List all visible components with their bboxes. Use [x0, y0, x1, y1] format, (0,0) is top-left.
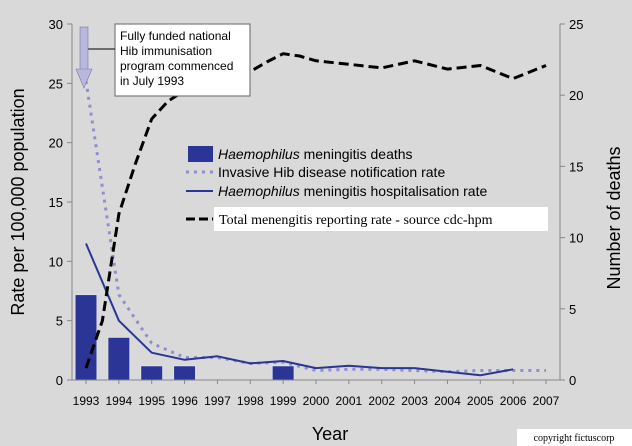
annotation: Fully funded national Hib immunisation p… [86, 23, 251, 97]
right-tick-label: 10 [569, 231, 583, 246]
right-tick-label: 20 [569, 88, 583, 103]
legend-label-deaths: Haemophilus meningitis deaths [218, 146, 413, 162]
legend-label-notification: Invasive Hib disease notification rate [218, 164, 445, 180]
bar-deaths [107, 336, 131, 381]
annotation-line-3: program commenced [120, 59, 233, 73]
annotation-arrow [75, 26, 93, 89]
copyright-box [517, 429, 632, 446]
annotation-box [114, 23, 251, 97]
series-line-total [84, 52, 547, 369]
x-tick-label: 2000 [303, 394, 330, 408]
x-tick-label: 1994 [106, 394, 133, 408]
left-tick-label: 30 [49, 17, 63, 32]
x-tick-label: 2005 [467, 394, 494, 408]
right-tick-label: 5 [569, 302, 576, 317]
x-tick-label: 1993 [73, 394, 100, 408]
x-tick-label: 2006 [500, 394, 527, 408]
legend-swatch-deaths [188, 146, 213, 162]
bar-deaths [271, 365, 295, 381]
annotation-line-4: in July 1993 [120, 74, 184, 88]
x-tick-label: 1995 [138, 394, 165, 408]
annotation-line-1: Fully funded national [120, 29, 231, 43]
x-tick-label: 1998 [237, 394, 264, 408]
legend: Haemophilus meningitis deaths Invasive H… [186, 146, 548, 231]
legend-total-box [214, 207, 548, 231]
left-tick-label: 10 [49, 254, 63, 269]
annotation-line-2: Hib immunisation [120, 44, 212, 58]
left-tick-label: 15 [49, 195, 63, 210]
annotation-arrow-head [75, 68, 93, 89]
left-tick-label: 5 [56, 314, 63, 329]
legend-label-hospitalisation: Haemophilus meningitis hospitalisation r… [218, 183, 487, 199]
copyright: copyright fictuscorp [534, 433, 615, 444]
x-tick-label: 2004 [434, 394, 461, 408]
x-tick-label: 2007 [533, 394, 560, 408]
annotation-arrow-shaft [79, 26, 89, 71]
series-line-hospitalisation [85, 243, 514, 377]
x-axis-title: Year [312, 424, 348, 444]
x-tick-label: 2002 [368, 394, 395, 408]
x-tick-label: 2003 [401, 394, 428, 408]
right-tick-label: 15 [569, 159, 583, 174]
left-tick-label: 20 [49, 136, 63, 151]
x-tick-label: 1997 [204, 394, 231, 408]
x-tick-label: 1999 [270, 394, 297, 408]
bar-deaths [173, 365, 197, 381]
left-tick-label: 25 [49, 76, 63, 91]
left-tick-label: 0 [56, 373, 63, 388]
bar-deaths [140, 365, 164, 381]
right-axis-title: Number of deaths [604, 146, 624, 289]
left-axis-title: Rate per 100,000 population [8, 88, 28, 315]
legend-label-total: Total menengitis reporting rate - source… [219, 213, 493, 228]
right-tick-label: 25 [569, 17, 583, 32]
right-tick-label: 0 [569, 373, 576, 388]
x-tick-label: 1996 [171, 394, 198, 408]
x-tick-label: 2001 [336, 394, 363, 408]
